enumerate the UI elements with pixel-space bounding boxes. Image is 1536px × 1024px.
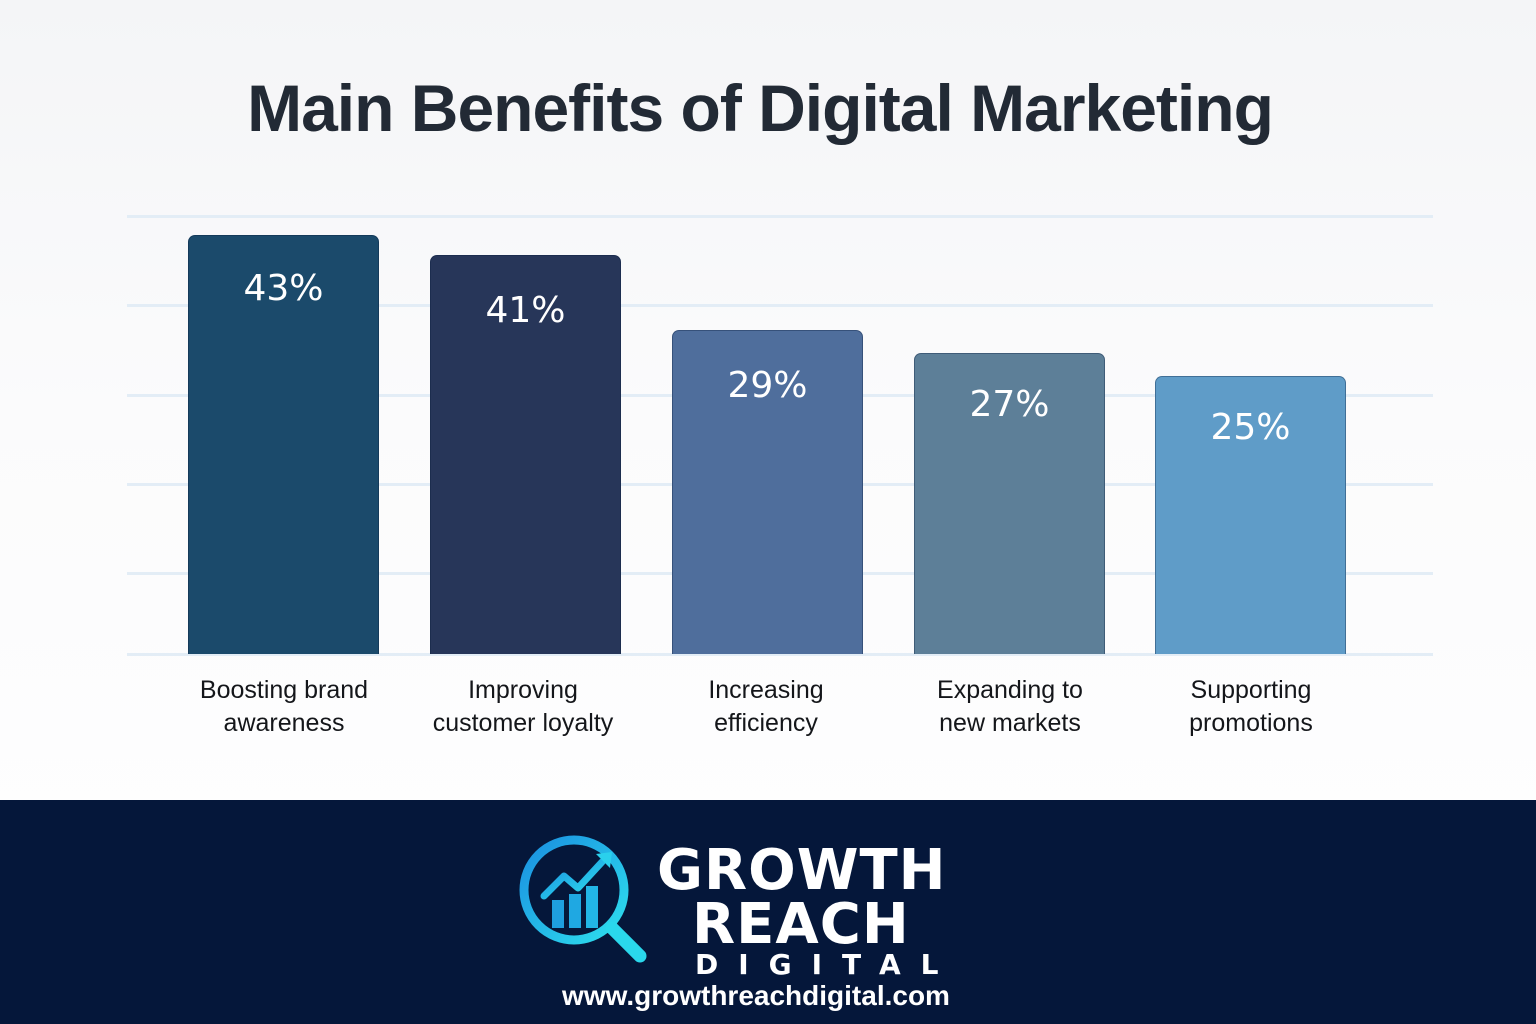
brand-name-line3: DIGITAL xyxy=(695,948,959,981)
website-url: www.growthreachdigital.com xyxy=(562,980,950,1011)
category-label: Expanding to new markets xyxy=(937,676,1083,737)
bar-value-label: 43% xyxy=(243,268,324,309)
gridline xyxy=(127,215,1433,218)
category-label: Boosting brand awareness xyxy=(199,676,369,737)
brand-name-line1: GROWTH xyxy=(657,838,947,903)
bar-value-label: 29% xyxy=(727,365,808,406)
magnifier-growth-chart-icon xyxy=(519,835,647,963)
baseline xyxy=(127,653,1433,656)
bar-supporting-promotions: 25% xyxy=(1155,376,1346,654)
bar-boosting-brand-awareness: 43% xyxy=(188,235,379,654)
bar-value-label: 25% xyxy=(1210,407,1291,448)
bar-chart: 43% 41% 29% 27% 25% Boosting brand aware… xyxy=(127,215,1433,737)
bar-improving-customer-loyalty: 41% xyxy=(430,255,621,654)
category-label: Supporting promotions xyxy=(1189,676,1313,737)
bar-value-label: 41% xyxy=(485,290,566,331)
bar-expanding-to-new-markets: 27% xyxy=(914,353,1105,654)
footer-banner xyxy=(0,800,1536,1024)
category-label: Increasing efficiency xyxy=(708,676,824,737)
gridline xyxy=(127,304,1433,307)
bar-increasing-efficiency: 29% xyxy=(672,330,863,654)
brand-name-line2: REACH xyxy=(692,892,910,957)
category-label: Improving customer loyalty xyxy=(432,676,614,737)
chart-title: Main Benefits of Digital Marketing xyxy=(247,71,1274,145)
bar-value-label: 27% xyxy=(969,384,1050,425)
